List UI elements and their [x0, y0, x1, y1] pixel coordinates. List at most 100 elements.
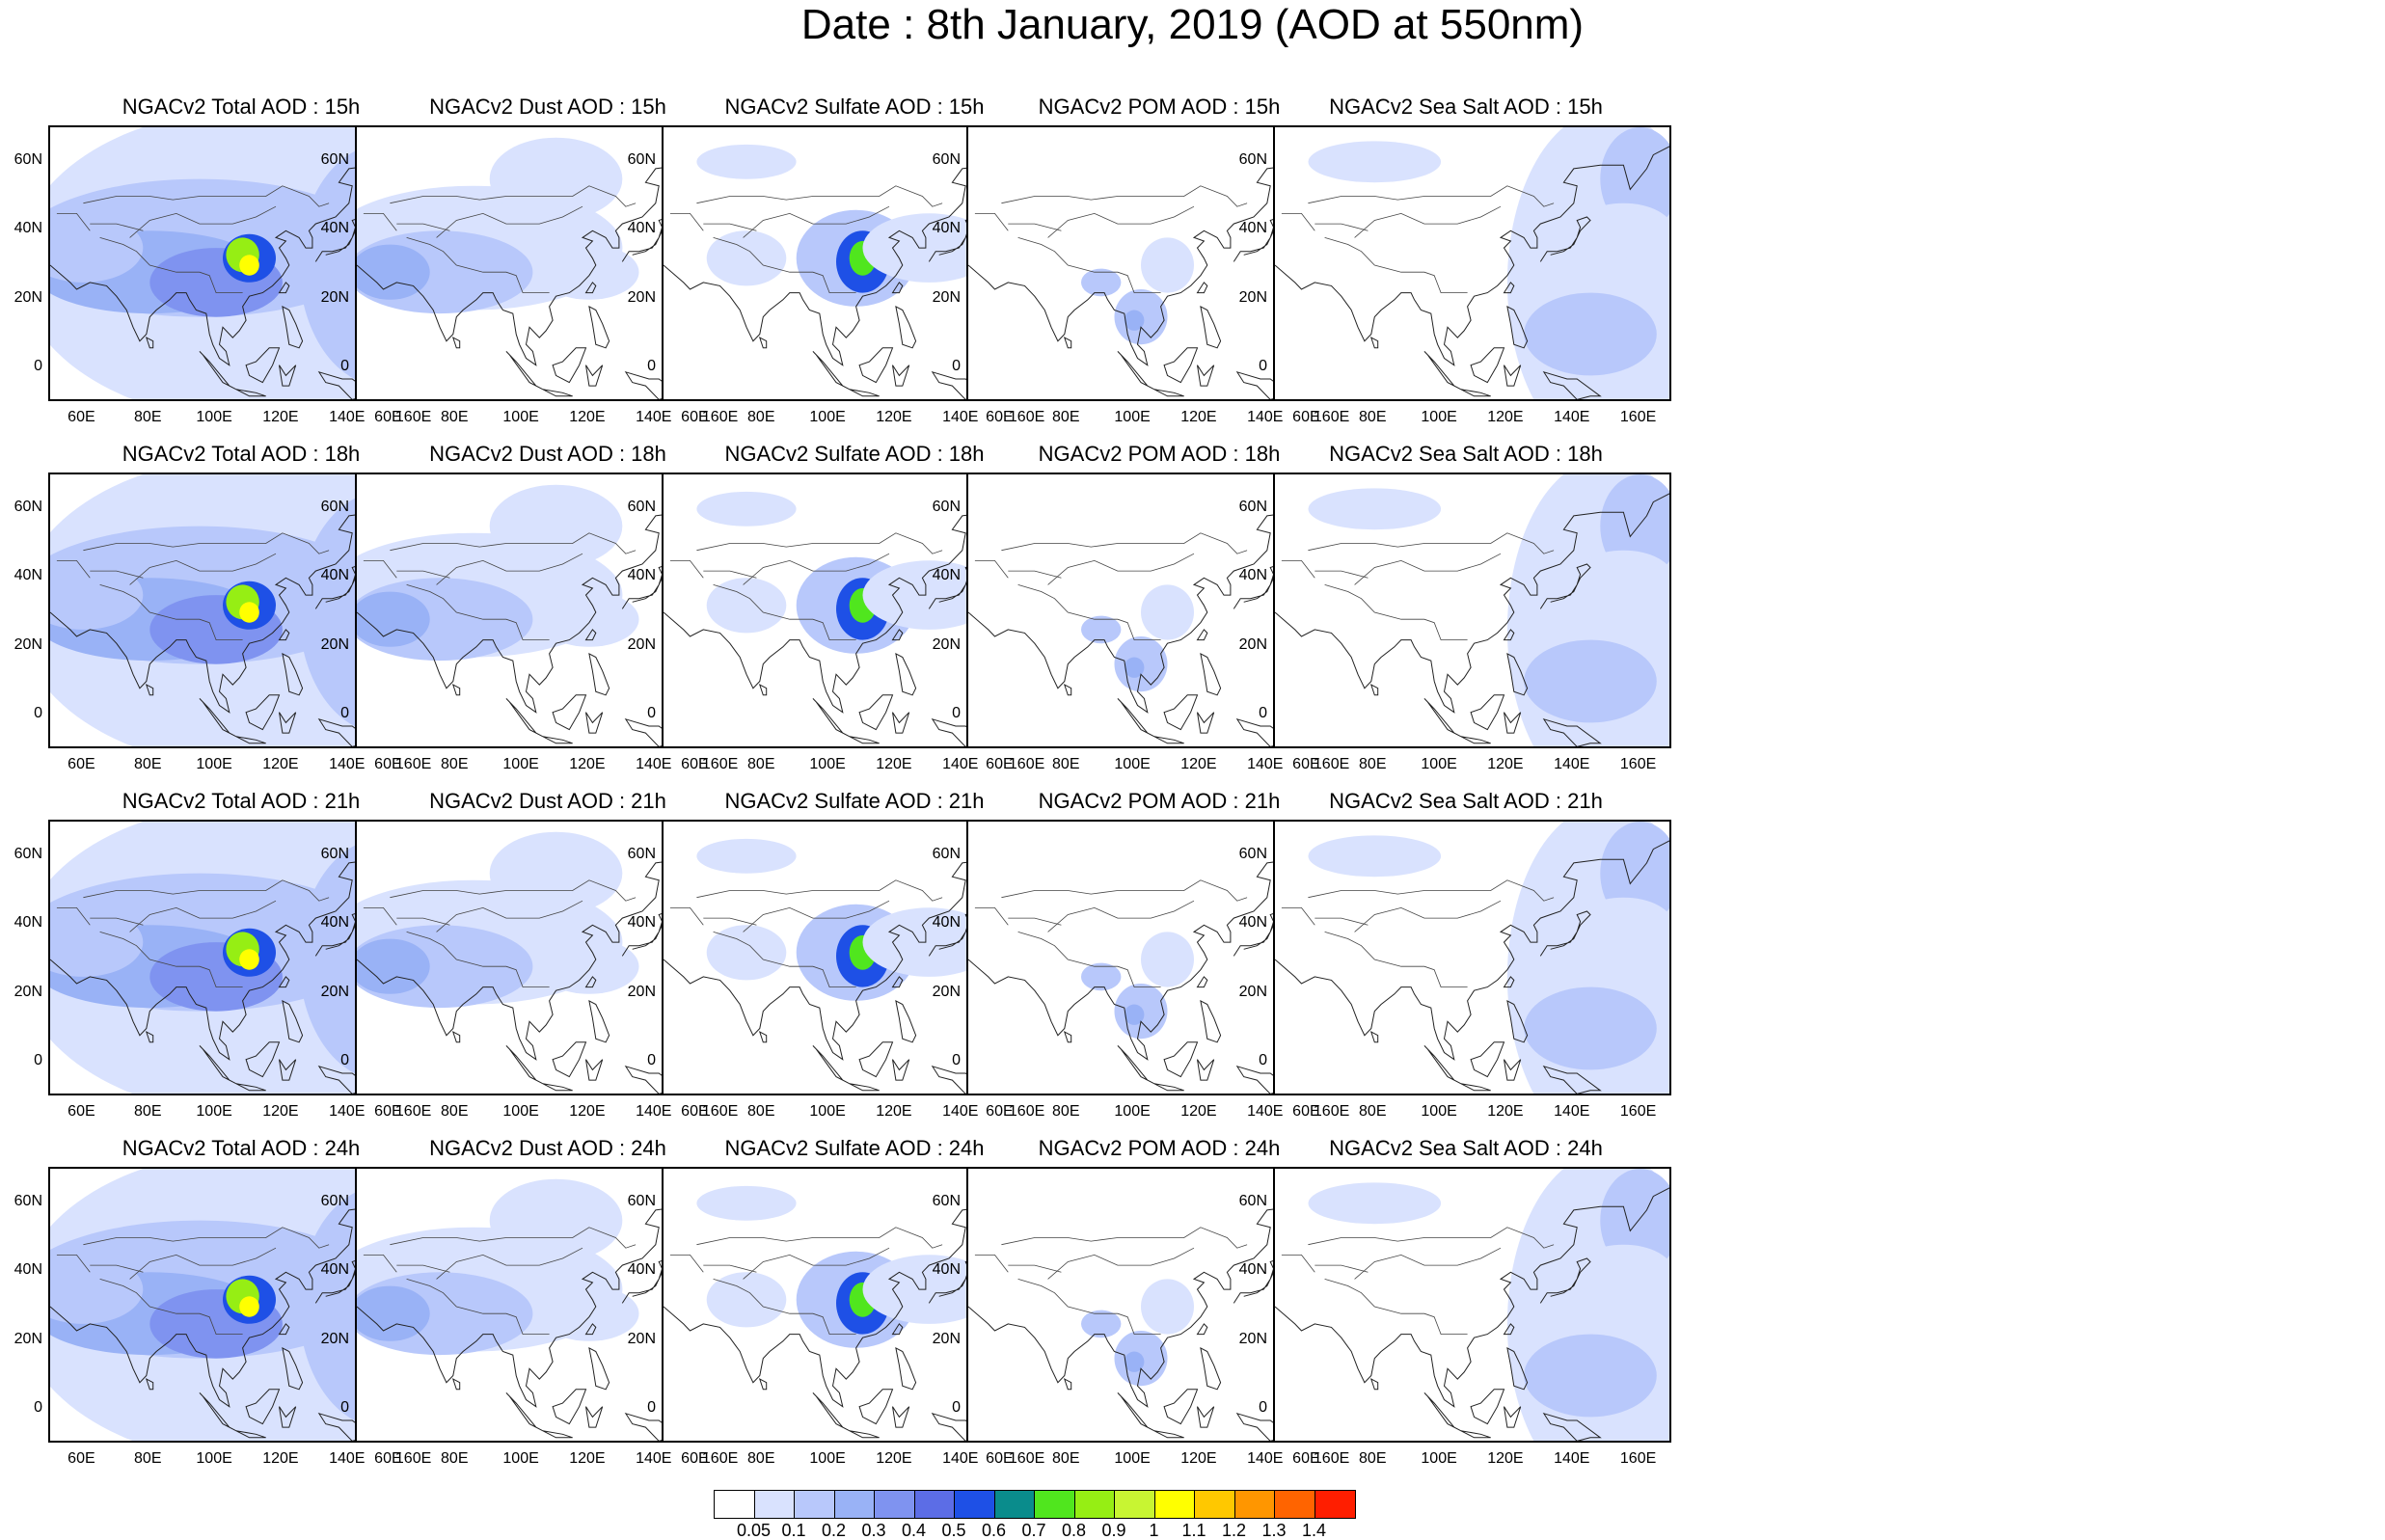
coastline: [968, 146, 1363, 366]
map-svg: [1275, 474, 1669, 746]
lat-tick-label: 40N: [932, 914, 961, 932]
island-outline: [1117, 1392, 1154, 1432]
aod-field-patch: [539, 591, 639, 647]
lat-tick-label: 20N: [320, 288, 349, 306]
panel-title: NGACv2 Sea Salt AOD : 15h: [1329, 95, 1603, 119]
island-outline: [1503, 629, 1515, 641]
map-panel-sea-salt-21h: NGACv2 Sea Salt AOD : 21h 60N 40N 20N 0 60E 80…: [1225, 789, 1707, 1148]
colorbar-swatch: [994, 1491, 1035, 1518]
island-outline: [1504, 1406, 1522, 1428]
lat-tick-label: 60N: [320, 498, 349, 515]
lat-tick-label: 60N: [320, 845, 349, 862]
lat-tick-label: 60N: [1238, 150, 1267, 168]
aod-field-patch: [239, 1296, 259, 1317]
country-border: [83, 185, 330, 207]
country-border: [713, 932, 856, 987]
island-outline: [1423, 1045, 1461, 1085]
island-outline: [282, 652, 304, 696]
island-outline: [235, 1430, 266, 1439]
colorbar-swatch: [834, 1491, 875, 1518]
lat-tick-label: 60N: [14, 845, 42, 862]
country-border: [1001, 185, 1248, 207]
lon-tick-label: 120E: [1180, 409, 1217, 425]
lon-tick-label: 140E: [329, 1103, 366, 1120]
coastline-japan: [621, 910, 673, 957]
lat-tick-label: 40N: [1238, 220, 1267, 237]
lon-tick-label: 60E: [681, 409, 709, 425]
map-frame: [1273, 125, 1671, 401]
island-outline: [552, 347, 587, 384]
lat-tick-label: 0: [34, 1052, 42, 1069]
island-outline: [1504, 1059, 1522, 1081]
coastline: [50, 146, 445, 366]
country-border: [1314, 223, 1369, 231]
map-panel-dust-18h: NGACv2 Dust AOD : 18h 60N 40N 20N 0 60E 80E 100…: [307, 442, 789, 800]
lat-tick-label: 0: [1259, 1052, 1267, 1069]
lat-tick-label: 0: [952, 358, 961, 375]
country-border: [1354, 553, 1502, 585]
lon-tick-label: 120E: [876, 1103, 912, 1120]
lat-tick-label: 20N: [1238, 288, 1267, 306]
panel-title: NGACv2 Total AOD : 24h: [122, 1136, 361, 1160]
aod-field-patch: [1524, 1334, 1657, 1418]
lon-tick-label: 60E: [374, 1450, 402, 1467]
lat-tick-label: 40N: [932, 567, 961, 584]
coastline-japan: [314, 910, 366, 957]
lon-tick-label: 140E: [329, 409, 366, 425]
aod-field-patch: [696, 838, 797, 874]
island-outline: [1460, 1083, 1491, 1092]
colorbar-tick-label: 0.8: [1061, 1521, 1087, 1540]
island-outline: [1117, 1045, 1154, 1085]
island-outline: [552, 694, 587, 731]
country-border: [1308, 879, 1555, 902]
lon-tick-label: 60E: [68, 409, 95, 425]
lat-tick-label: 0: [1259, 1399, 1267, 1417]
lon-tick-label: 140E: [1247, 1450, 1284, 1467]
coastline: [1275, 840, 1669, 1061]
country-border: [90, 570, 144, 579]
country-border: [1017, 237, 1161, 293]
lat-tick-label: 40N: [1238, 567, 1267, 584]
coastline: [1275, 1187, 1669, 1408]
island-outline: [858, 1389, 894, 1425]
country-border: [90, 223, 144, 231]
lat-tick-label: 60N: [932, 150, 961, 168]
island-outline: [552, 1041, 587, 1078]
lat-tick-label: 20N: [627, 288, 656, 306]
lon-tick-label: 100E: [502, 1103, 539, 1120]
country-border: [363, 560, 397, 579]
country-border: [1314, 917, 1369, 926]
island-outline: [542, 736, 573, 744]
lat-tick-label: 0: [340, 1052, 349, 1069]
coastline-japan: [1233, 1257, 1285, 1304]
map-svg: [50, 1169, 445, 1441]
country-border: [1008, 223, 1062, 231]
country-border: [1324, 1279, 1468, 1335]
island-outline: [1200, 652, 1222, 696]
island-outline: [812, 351, 850, 391]
lon-tick-label: 60E: [374, 1103, 402, 1120]
lon-tick-label: 100E: [1114, 1450, 1151, 1467]
lat-tick-label: 20N: [14, 983, 42, 1000]
country-border: [1354, 1247, 1502, 1280]
coastline: [50, 1187, 445, 1408]
island-outline: [895, 1346, 917, 1391]
aod-field-patch: [1124, 1351, 1145, 1372]
island-outline: [1506, 999, 1529, 1043]
lon-tick-label: 80E: [441, 1450, 469, 1467]
lat-tick-label: 40N: [627, 567, 656, 584]
island-outline: [849, 1083, 880, 1092]
island-outline: [1503, 282, 1515, 294]
aod-field-patch: [239, 949, 259, 970]
colorbar-tick-label: 0.05: [736, 1521, 772, 1540]
lon-tick-label: 100E: [1114, 756, 1151, 772]
island-outline: [1153, 1430, 1184, 1439]
aod-field-patch: [539, 938, 639, 994]
country-border: [83, 879, 330, 902]
country-border: [363, 907, 397, 926]
country-border: [436, 553, 583, 585]
lon-tick-label: 140E: [636, 409, 672, 425]
aod-field-patch: [1573, 550, 1669, 606]
island-outline: [1063, 1031, 1072, 1043]
lon-tick-label: 80E: [1359, 409, 1387, 425]
